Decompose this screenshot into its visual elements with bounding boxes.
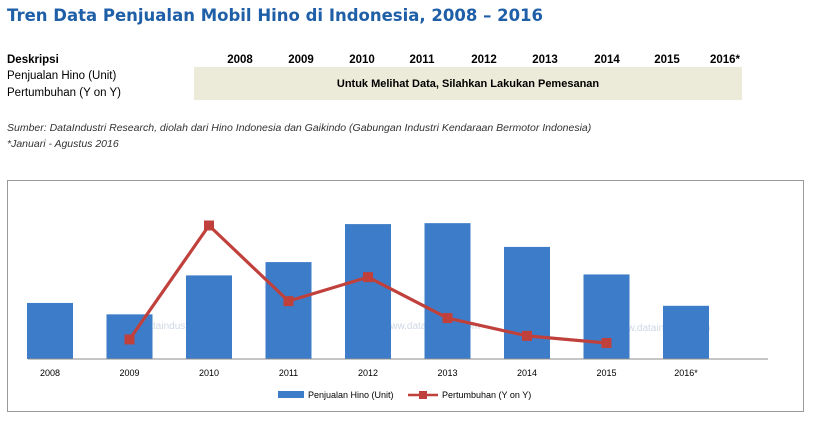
page-title: Tren Data Penjualan Mobil Hino di Indone… (7, 6, 544, 25)
bar-penjualan (345, 224, 391, 359)
table-year-header: 2008 (227, 54, 253, 66)
table-year-header: 2009 (288, 54, 314, 66)
bar-penjualan (27, 302, 73, 359)
x-tick-label: 2014 (517, 368, 537, 378)
table-year-header: 2016* (709, 54, 741, 66)
line-marker-pertumbuhan (363, 272, 373, 283)
table-header-label: Deskripsi (7, 54, 59, 66)
order-notice: Untuk Melihat Data, Silahkan Lakukan Pem… (194, 67, 742, 100)
legend-swatch-bar (278, 391, 304, 398)
line-marker-pertumbuhan (601, 337, 612, 348)
table-year-header: 2011 (409, 54, 435, 66)
table-year-header: 2015 (654, 54, 680, 66)
x-tick-label: 2011 (279, 368, 298, 378)
x-tick-label: 2016* (674, 368, 698, 378)
table-year-header: 2012 (471, 54, 497, 66)
table-year-header: 2010 (349, 54, 375, 66)
line-marker-pertumbuhan (442, 313, 453, 324)
bar-penjualan (424, 223, 471, 359)
bar-penjualan (663, 305, 709, 359)
chart-container: www.dataindustri.com www.dataindustri.com… (7, 180, 804, 412)
x-tick-label: 2008 (40, 368, 60, 378)
table-year-header: 2014 (594, 54, 620, 66)
x-tick-label: 2013 (437, 368, 457, 378)
table-year-header: 2013 (532, 54, 558, 66)
bar-penjualan (504, 246, 550, 359)
watermark-text: www.dataindustri.com (612, 323, 710, 334)
legend-label-bar: Penjualan Hino (Unit) (308, 390, 394, 400)
line-marker-pertumbuhan (283, 296, 294, 307)
line-marker-pertumbuhan (204, 220, 214, 231)
bar-penjualan (186, 275, 232, 359)
x-tick-label: 2015 (596, 368, 616, 378)
table-row-penjualan: Penjualan Hino (Unit) (7, 70, 117, 82)
source-note: Sumber: DataIndustri Research, diolah da… (7, 120, 591, 152)
x-tick-label: 2012 (358, 368, 378, 378)
legend-swatch-marker (419, 391, 427, 399)
bar-penjualan (265, 262, 312, 359)
watermark-text: www.dataindustri.com (117, 321, 215, 332)
table-row-pertumbuhan: Pertumbuhan (Y on Y) (7, 87, 122, 99)
line-marker-pertumbuhan (124, 334, 135, 345)
x-tick-label: 2010 (199, 368, 219, 378)
footnote-text: *Januari - Agustus 2016 (7, 138, 119, 150)
sales-growth-chart: www.dataindustri.com www.dataindustri.com… (27, 220, 768, 400)
source-text: Sumber: DataIndustri Research, diolah da… (7, 122, 592, 134)
x-tick-label: 2009 (119, 368, 139, 378)
line-marker-pertumbuhan (522, 330, 532, 341)
legend-label-line: Pertumbuhan (Y on Y) (442, 390, 531, 400)
